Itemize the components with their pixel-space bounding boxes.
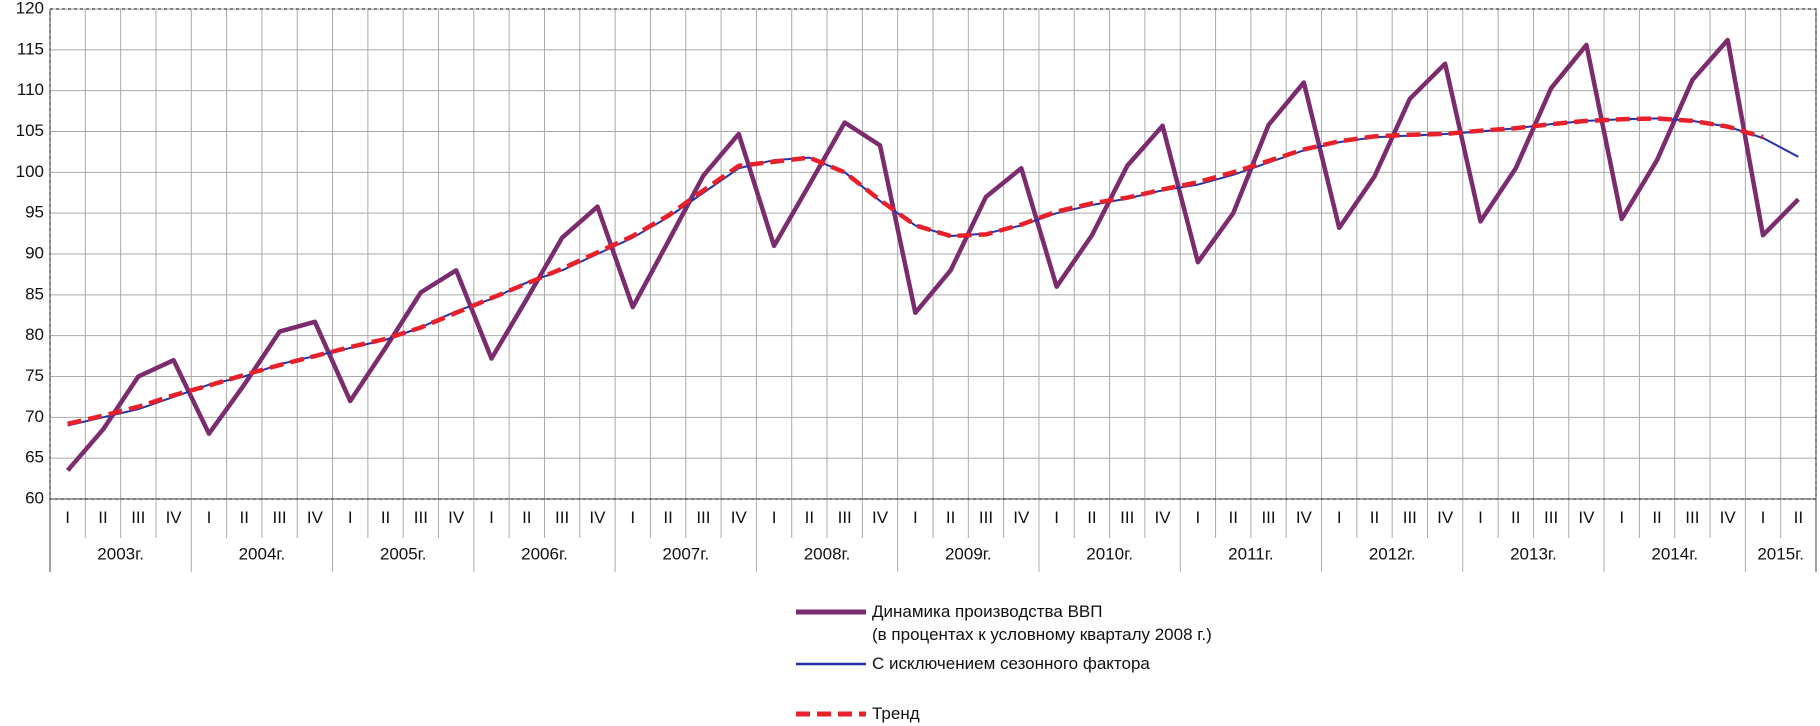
x-tick-label: III xyxy=(555,508,569,527)
x-tick-label: I xyxy=(1761,508,1766,527)
series-line xyxy=(67,116,1764,427)
x-group-label: 2005г. xyxy=(380,544,427,563)
x-tick-label: II xyxy=(1370,508,1379,527)
x-tick-label: IV xyxy=(1013,508,1030,527)
x-tick-label: I xyxy=(1054,508,1059,527)
x-tick-label: II xyxy=(1652,508,1661,527)
x-tick-label: I xyxy=(207,508,212,527)
y-tick-label: 90 xyxy=(25,243,44,262)
x-tick-label: III xyxy=(414,508,428,527)
x-tick-label: II xyxy=(522,508,531,527)
x-group-label: 2013г. xyxy=(1510,544,1557,563)
y-tick-label: 105 xyxy=(16,121,44,140)
x-tick-label: III xyxy=(1261,508,1275,527)
x-tick-label: II xyxy=(1228,508,1237,527)
x-tick-label: IV xyxy=(1296,508,1313,527)
x-tick-label: II xyxy=(1087,508,1096,527)
y-tick-label: 95 xyxy=(25,203,44,222)
x-tick-label: I xyxy=(489,508,494,527)
y-tick-label: 70 xyxy=(25,407,44,426)
x-tick-label: III xyxy=(838,508,852,527)
x-group-label: 2014г. xyxy=(1651,544,1698,563)
legend-label: Тренд xyxy=(872,704,920,723)
x-group-label: 2012г. xyxy=(1369,544,1416,563)
x-tick-label: IV xyxy=(307,508,324,527)
series-line xyxy=(65,37,1800,472)
x-tick-label: IV xyxy=(1155,508,1172,527)
x-tick-label: IV xyxy=(1578,508,1595,527)
x-group-label: 2004г. xyxy=(239,544,286,563)
x-tick-label: IV xyxy=(731,508,748,527)
legend-label: С исключением сезонного фактора xyxy=(872,654,1150,673)
y-tick-label: 65 xyxy=(25,448,44,467)
plot-border xyxy=(49,8,1817,500)
y-tick-label: 80 xyxy=(25,325,44,344)
x-tick-label: IV xyxy=(589,508,606,527)
x-group-label: 2011г. xyxy=(1228,544,1273,563)
x-tick-label: I xyxy=(772,508,777,527)
x-tick-label: II xyxy=(1511,508,1520,527)
y-tick-label: 115 xyxy=(17,39,44,58)
x-tick-label: II xyxy=(240,508,249,527)
x-tick-label: I xyxy=(65,508,70,527)
x-tick-label: IV xyxy=(872,508,889,527)
x-tick-label: I xyxy=(1196,508,1201,527)
y-tick-label: 75 xyxy=(25,366,44,385)
x-tick-label: IV xyxy=(1720,508,1737,527)
x-tick-label: IV xyxy=(166,508,183,527)
y-tick-label: 85 xyxy=(25,284,44,303)
x-group-label: 2006г. xyxy=(521,544,568,563)
x-tick-label: II xyxy=(98,508,107,527)
x-tick-label: IV xyxy=(448,508,465,527)
y-tick-label: 100 xyxy=(16,162,44,181)
x-tick-label: I xyxy=(348,508,353,527)
y-tick-label: 60 xyxy=(25,488,44,507)
x-tick-label: III xyxy=(1544,508,1558,527)
x-group-label: 2007г. xyxy=(662,544,709,563)
x-tick-label: I xyxy=(630,508,635,527)
x-group-label: 2009г. xyxy=(945,544,992,563)
x-group-label: 2008г. xyxy=(804,544,851,563)
x-tick-label: I xyxy=(913,508,918,527)
x-group-label: 2015г. xyxy=(1757,544,1804,563)
x-tick-label: I xyxy=(1619,508,1624,527)
x-tick-label: III xyxy=(1403,508,1417,527)
x-tick-label: III xyxy=(131,508,145,527)
legend-label: Динамика производства ВВП (в процентах к… xyxy=(872,602,1212,644)
y-tick-label: 110 xyxy=(17,80,44,99)
x-tick-label: III xyxy=(696,508,710,527)
x-tick-label: II xyxy=(1794,508,1803,527)
x-group-label: 2003г. xyxy=(97,544,144,563)
x-tick-label: I xyxy=(1478,508,1483,527)
x-tick-label: II xyxy=(946,508,955,527)
x-tick-label: II xyxy=(663,508,672,527)
x-tick-label: III xyxy=(1120,508,1134,527)
x-tick-label: III xyxy=(979,508,993,527)
y-tick-label: 120 xyxy=(16,0,44,17)
x-tick-label: II xyxy=(805,508,814,527)
x-tick-label: I xyxy=(1337,508,1342,527)
x-tick-label: III xyxy=(272,508,286,527)
x-tick-label: II xyxy=(381,508,390,527)
x-tick-label: III xyxy=(1685,508,1699,527)
x-tick-label: IV xyxy=(1437,508,1454,527)
x-group-label: 2010г. xyxy=(1086,544,1133,563)
